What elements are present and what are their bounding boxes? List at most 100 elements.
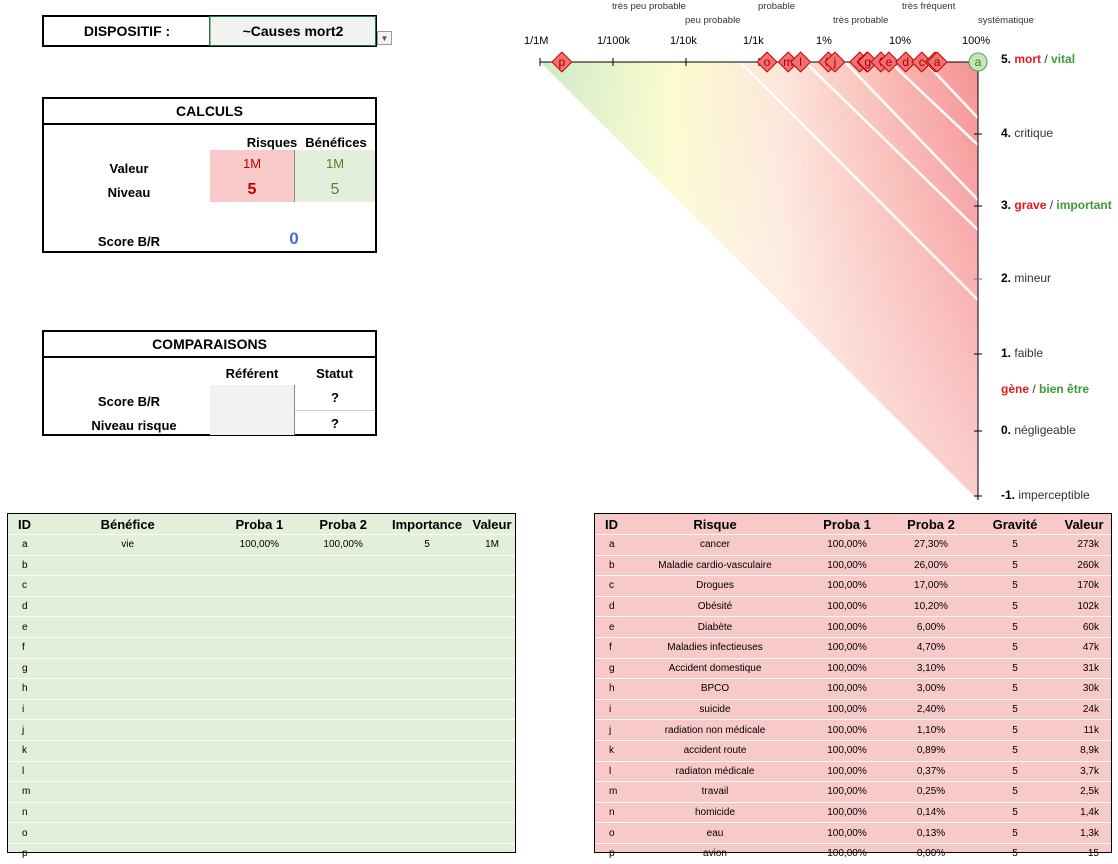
- score-value[interactable]: 0: [289, 229, 299, 248]
- benefits-cell[interactable]: [385, 636, 469, 659]
- table-row[interactable]: n homicide 100,00% 0,14% 5 1,4k: [595, 801, 1111, 823]
- benefits-cell[interactable]: [469, 781, 515, 803]
- risks-cell[interactable]: 5: [973, 822, 1057, 844]
- risks-cell[interactable]: homicide: [625, 801, 805, 823]
- table-row[interactable]: a vie 100,00% 100,00% 5 1M: [8, 534, 515, 556]
- benefits-cell[interactable]: l: [8, 760, 38, 782]
- risk-marker-e[interactable]: e: [878, 51, 900, 73]
- benefits-cell[interactable]: b: [8, 554, 38, 576]
- risks-cell[interactable]: f: [595, 636, 625, 659]
- benefits-cell[interactable]: c: [8, 575, 38, 597]
- table-row[interactable]: c: [8, 575, 515, 597]
- benefits-cell[interactable]: [385, 616, 469, 638]
- benefits-cell[interactable]: [37, 760, 218, 782]
- risks-cell[interactable]: 1,3k: [1057, 822, 1111, 844]
- risks-cell[interactable]: a: [595, 534, 625, 556]
- risks-cell[interactable]: 100,00%: [805, 575, 889, 597]
- referent-niveau-input[interactable]: [210, 411, 294, 435]
- benefits-cell[interactable]: j: [8, 719, 38, 741]
- risks-cell[interactable]: 5: [973, 657, 1057, 679]
- risks-cell[interactable]: 24k: [1057, 698, 1111, 720]
- benefits-cell[interactable]: o: [8, 822, 38, 844]
- risks-cell[interactable]: 100,00%: [805, 739, 889, 762]
- benefits-cell[interactable]: [385, 554, 469, 576]
- benefits-cell[interactable]: i: [8, 698, 38, 720]
- table-row[interactable]: c Drogues 100,00% 17,00% 5 170k: [595, 575, 1111, 597]
- table-row[interactable]: k: [8, 739, 515, 762]
- benefits-cell[interactable]: [301, 678, 386, 700]
- risks-cell[interactable]: Drogues: [625, 575, 805, 597]
- benefits-cell[interactable]: [385, 842, 469, 864]
- benefits-cell[interactable]: [385, 781, 469, 803]
- benefits-cell[interactable]: [469, 698, 515, 720]
- benefits-cell[interactable]: [301, 657, 386, 679]
- benefits-cell[interactable]: [37, 575, 218, 597]
- table-row[interactable]: k accident route 100,00% 0,89% 5 8,9k: [595, 739, 1111, 762]
- risks-cell[interactable]: travail: [625, 781, 805, 803]
- risks-cell[interactable]: 100,00%: [805, 698, 889, 720]
- risks-cell[interactable]: 27,30%: [889, 534, 973, 556]
- risks-cell[interactable]: 5: [973, 719, 1057, 741]
- benefits-cell[interactable]: [217, 678, 302, 700]
- risks-cell[interactable]: l: [595, 760, 625, 782]
- table-row[interactable]: e Diabète 100,00% 6,00% 5 60k: [595, 616, 1111, 638]
- risks-cell[interactable]: 47k: [1057, 636, 1111, 659]
- benefits-cell[interactable]: [469, 575, 515, 597]
- benefits-cell[interactable]: [301, 822, 386, 844]
- risks-cell[interactable]: p: [595, 842, 625, 864]
- benefits-cell[interactable]: [217, 698, 302, 720]
- risks-cell[interactable]: g: [595, 657, 625, 679]
- risks-cell[interactable]: 5: [973, 554, 1057, 576]
- benefits-cell[interactable]: [37, 678, 218, 700]
- benefits-cell[interactable]: [37, 801, 218, 823]
- referent-score-input[interactable]: [210, 385, 294, 411]
- table-row[interactable]: g: [8, 657, 515, 679]
- benefits-cell[interactable]: a: [8, 534, 38, 556]
- benefits-cell[interactable]: [37, 698, 218, 720]
- risks-cell[interactable]: 0,00%: [889, 842, 973, 864]
- benefits-cell[interactable]: [301, 781, 386, 803]
- risks-cell[interactable]: 0,37%: [889, 760, 973, 782]
- risks-cell[interactable]: 100,00%: [805, 616, 889, 638]
- risks-cell[interactable]: 0,13%: [889, 822, 973, 844]
- benefits-cell[interactable]: [217, 636, 302, 659]
- table-row[interactable]: j: [8, 719, 515, 741]
- risks-cell[interactable]: 5: [973, 760, 1057, 782]
- risks-cell[interactable]: Diabète: [625, 616, 805, 638]
- table-row[interactable]: f Maladies infectieuses 100,00% 4,70% 5 47k: [595, 636, 1111, 659]
- benefits-cell[interactable]: h: [8, 678, 38, 700]
- risks-cell[interactable]: d: [595, 595, 625, 617]
- benefits-cell[interactable]: [217, 616, 302, 638]
- risks-cell[interactable]: i: [595, 698, 625, 720]
- benefits-cell[interactable]: [385, 739, 469, 762]
- benefits-cell[interactable]: [37, 554, 218, 576]
- benefits-cell[interactable]: [301, 698, 386, 720]
- risks-cell[interactable]: 3,10%: [889, 657, 973, 679]
- benefits-cell[interactable]: [469, 554, 515, 576]
- risks-cell[interactable]: 100,00%: [805, 554, 889, 576]
- risks-cell[interactable]: suicide: [625, 698, 805, 720]
- benefits-cell[interactable]: [385, 698, 469, 720]
- risks-cell[interactable]: h: [595, 678, 625, 700]
- benefits-cell[interactable]: [217, 801, 302, 823]
- benefits-cell[interactable]: [217, 657, 302, 679]
- benefit-marker-a[interactable]: a: [968, 52, 988, 72]
- benefits-cell[interactable]: [469, 760, 515, 782]
- benefits-cell[interactable]: [37, 739, 218, 762]
- risks-cell[interactable]: 100,00%: [805, 595, 889, 617]
- risks-cell[interactable]: avion: [625, 842, 805, 864]
- benefits-cell[interactable]: vie: [37, 534, 218, 556]
- risks-cell[interactable]: 273k: [1057, 534, 1111, 556]
- table-row[interactable]: l: [8, 760, 515, 782]
- risks-cell[interactable]: 5: [973, 636, 1057, 659]
- table-row[interactable]: n: [8, 801, 515, 823]
- risks-cell[interactable]: 5: [973, 595, 1057, 617]
- risks-cell[interactable]: c: [595, 575, 625, 597]
- risks-cell[interactable]: 5: [973, 678, 1057, 700]
- table-row[interactable]: i suicide 100,00% 2,40% 5 24k: [595, 698, 1111, 720]
- table-row[interactable]: l radiaton médicale 100,00% 0,37% 5 3,7k: [595, 760, 1111, 782]
- risks-cell[interactable]: 2,40%: [889, 698, 973, 720]
- benefits-cell[interactable]: k: [8, 739, 38, 762]
- table-row[interactable]: o: [8, 822, 515, 844]
- risk-marker-o[interactable]: o: [756, 51, 778, 73]
